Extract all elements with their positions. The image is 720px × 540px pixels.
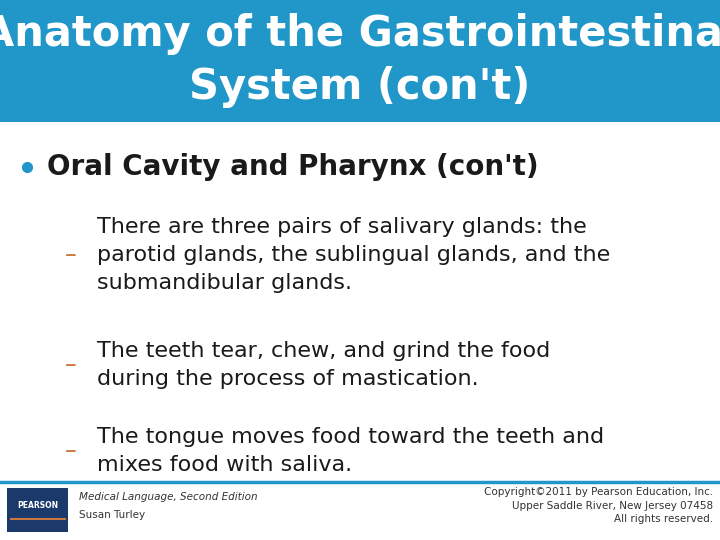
FancyBboxPatch shape <box>0 0 720 122</box>
Text: Oral Cavity and Pharynx (con't): Oral Cavity and Pharynx (con't) <box>47 153 539 181</box>
Text: Upper Saddle River, New Jersey 07458: Upper Saddle River, New Jersey 07458 <box>512 501 713 511</box>
Text: PEARSON: PEARSON <box>17 501 58 510</box>
Text: Medical Language, Second Edition: Medical Language, Second Edition <box>79 492 258 502</box>
Text: Susan Turley: Susan Turley <box>79 510 145 520</box>
Text: Copyright©2011 by Pearson Education, Inc.: Copyright©2011 by Pearson Education, Inc… <box>484 488 713 497</box>
Text: Anatomy of the Gastrointestinal: Anatomy of the Gastrointestinal <box>0 13 720 55</box>
Text: during the process of mastication.: during the process of mastication. <box>97 369 479 389</box>
Text: –: – <box>65 440 76 463</box>
Text: The tongue moves food toward the teeth and: The tongue moves food toward the teeth a… <box>97 427 604 448</box>
Text: mixes food with saliva.: mixes food with saliva. <box>97 455 352 476</box>
FancyBboxPatch shape <box>7 488 68 532</box>
Text: submandibular glands.: submandibular glands. <box>97 273 352 293</box>
Text: There are three pairs of salivary glands: the: There are three pairs of salivary glands… <box>97 217 587 237</box>
Text: The teeth tear, chew, and grind the food: The teeth tear, chew, and grind the food <box>97 341 551 361</box>
Text: All rights reserved.: All rights reserved. <box>613 515 713 524</box>
Text: System (con't): System (con't) <box>189 66 531 109</box>
Text: parotid glands, the sublingual glands, and the: parotid glands, the sublingual glands, a… <box>97 245 611 265</box>
Text: –: – <box>65 243 76 267</box>
Text: –: – <box>65 353 76 377</box>
